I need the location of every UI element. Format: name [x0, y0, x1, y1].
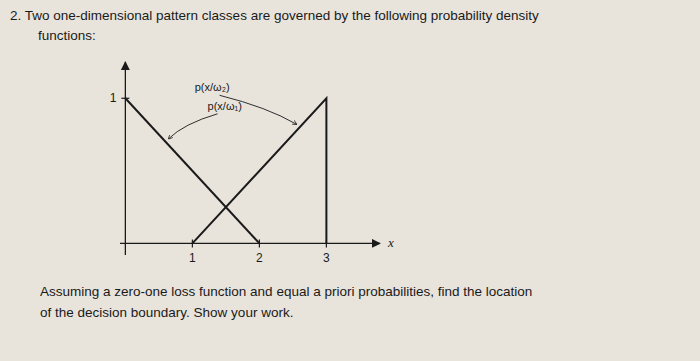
series-label: p(x/ω₁): [208, 100, 242, 112]
title: 2. Two one-dimensional pattern classes a…: [10, 8, 539, 23]
chart: 2. Two one-dimensional pattern classes a…: [0, 0, 700, 361]
pdf-line: [125, 98, 259, 243]
x-tick-label: 2: [256, 251, 263, 265]
caption: of the decision boundary. Show your work…: [40, 305, 293, 320]
pdf-line: [192, 98, 326, 243]
label-arrow: [169, 114, 218, 139]
series-label: p(x/ω₂): [195, 81, 230, 93]
y-tick-label: 1: [110, 91, 117, 105]
plot-lines: [125, 98, 326, 243]
label-arrow: [220, 95, 297, 124]
x-axis-label: x: [387, 235, 394, 250]
subtitle: functions:: [38, 28, 96, 43]
y-axis: [125, 62, 126, 255]
caption: Assuming a zero-one loss function and eq…: [40, 284, 532, 299]
x-tick-label: 3: [323, 251, 330, 265]
x-axis: [120, 243, 380, 244]
x-tick-label: 1: [189, 251, 196, 265]
